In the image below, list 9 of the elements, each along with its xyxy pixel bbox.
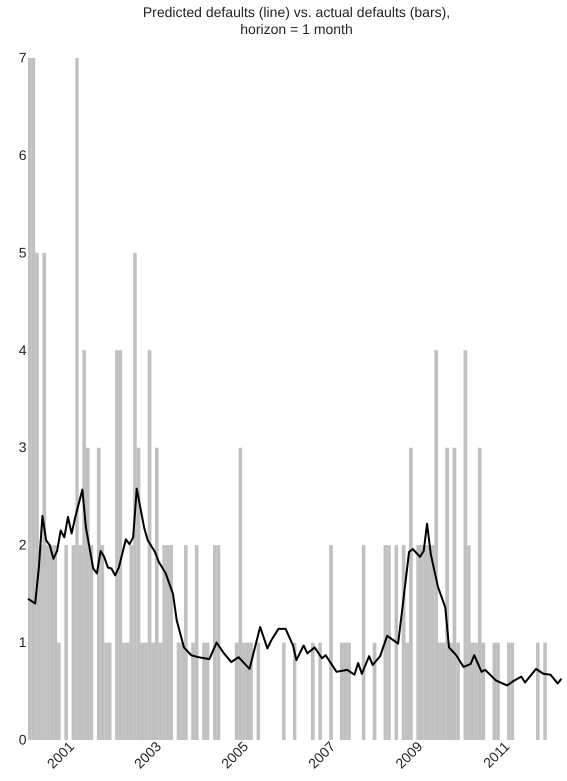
y-tick-label: 3 [18, 439, 27, 456]
y-tick-label: 4 [18, 342, 27, 358]
y-tick-label: 1 [18, 634, 27, 650]
y-tick-label: 7 [18, 50, 27, 66]
y-tick-label: 5 [18, 244, 27, 260]
y-tick-label: 0 [18, 732, 27, 748]
y-tick-label: 2 [18, 536, 27, 553]
chart-title: Predicted defaults (line) vs. actual defaults (bars), horizon = 1 month [142, 4, 450, 37]
y-tick-label: 6 [18, 146, 27, 163]
